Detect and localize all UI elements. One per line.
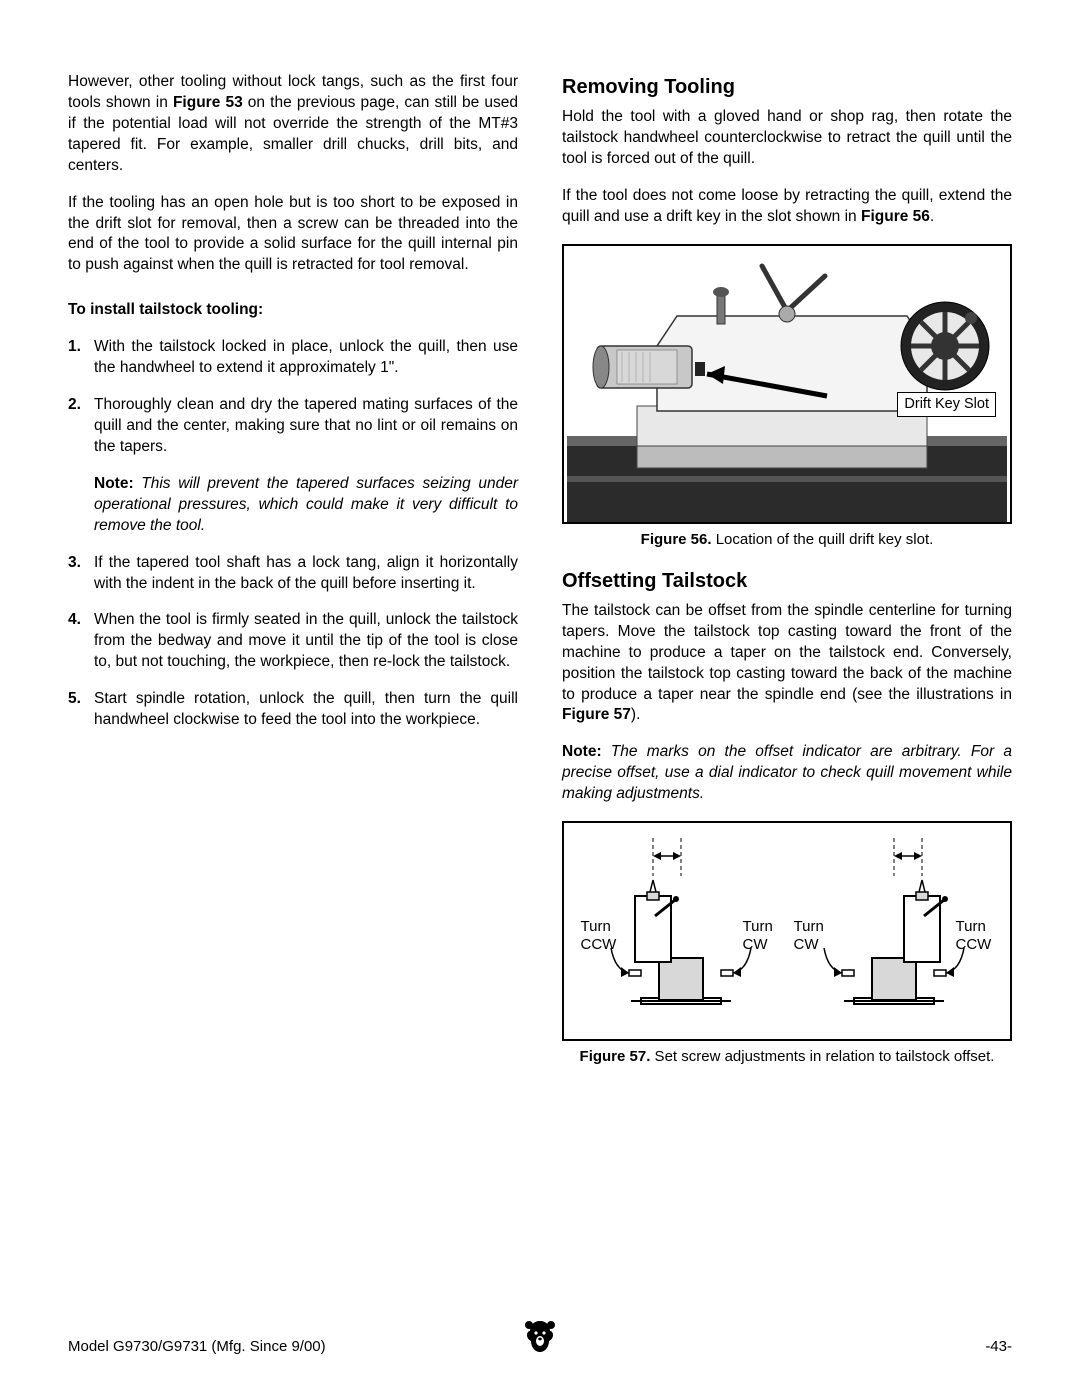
heading-removing: Removing Tooling bbox=[562, 74, 1012, 101]
footer-page: -43- bbox=[985, 1337, 1012, 1357]
offset-note: Note: The marks on the offset indicator … bbox=[562, 742, 1012, 805]
step-2: Thoroughly clean and dry the tapered mat… bbox=[68, 395, 518, 458]
left-column: However, other tooling without lock tang… bbox=[68, 72, 518, 1085]
caption-text: Location of the quill drift key slot. bbox=[712, 531, 934, 548]
footer-model: Model G9730/G9731 (Mfg. Since 9/00) bbox=[68, 1337, 326, 1357]
step-text: Start spindle rotation, unlock the quill… bbox=[94, 689, 518, 731]
para-hold: Hold the tool with a gloved hand or shop… bbox=[562, 107, 1012, 170]
caption-text: Set screw adjustments in relation to tai… bbox=[650, 1048, 994, 1065]
figure-56: Drift Key Slot bbox=[562, 244, 1012, 524]
label-turn-ccw: Turn CCW bbox=[581, 918, 623, 954]
para-openhole: If the tooling has an open hole but is t… bbox=[68, 193, 518, 277]
step-1: With the tailstock locked in place, unlo… bbox=[68, 337, 518, 379]
text: ). bbox=[631, 706, 640, 723]
step-text: With the tailstock locked in place, unlo… bbox=[94, 337, 518, 379]
note-label: Note: bbox=[562, 743, 602, 760]
step-text: When the tool is firmly seated in the qu… bbox=[94, 610, 518, 673]
install-steps: With the tailstock locked in place, unlo… bbox=[68, 337, 518, 458]
text: The tailstock can be offset from the spi… bbox=[562, 602, 1012, 703]
figure-57-caption: Figure 57. Set screw adjustments in rela… bbox=[562, 1047, 1012, 1067]
step-3: If the tapered tool shaft has a lock tan… bbox=[68, 553, 518, 595]
para-however: However, other tooling without lock tang… bbox=[68, 72, 518, 177]
note-label: Note: bbox=[94, 475, 134, 492]
install-steps-cont: If the tapered tool shaft has a lock tan… bbox=[68, 553, 518, 731]
text: . bbox=[930, 208, 934, 225]
offset-diagram-left: Turn CCW Turn CW bbox=[581, 838, 781, 1028]
step-text: Thoroughly clean and dry the tapered mat… bbox=[94, 395, 518, 458]
bear-icon bbox=[523, 1317, 557, 1355]
step-text: If the tapered tool shaft has a lock tan… bbox=[94, 553, 518, 595]
step-5: Start spindle rotation, unlock the quill… bbox=[68, 689, 518, 731]
footer-logo bbox=[523, 1317, 557, 1361]
para-offset: The tailstock can be offset from the spi… bbox=[562, 601, 1012, 727]
figure-ref: Figure 53 bbox=[173, 94, 243, 111]
para-drift: If the tool does not come loose by retra… bbox=[562, 186, 1012, 228]
heading-install: To install tailstock tooling: bbox=[68, 300, 518, 321]
page-footer: Model G9730/G9731 (Mfg. Since 9/00) -43- bbox=[68, 1337, 1012, 1357]
note-body: This will prevent the tapered surfaces s… bbox=[94, 475, 518, 534]
label-turn-cw: Turn CW bbox=[794, 918, 836, 954]
figure-ref: Figure 57 bbox=[562, 706, 631, 723]
caption-bold: Figure 57. bbox=[580, 1048, 651, 1065]
note-block: Note: This will prevent the tapered surf… bbox=[94, 474, 518, 537]
heading-offsetting: Offsetting Tailstock bbox=[562, 568, 1012, 595]
offset-diagram-right: Turn CW Turn CCW bbox=[794, 838, 994, 1028]
figure-ref: Figure 56 bbox=[861, 208, 930, 225]
step-4: When the tool is firmly seated in the qu… bbox=[68, 610, 518, 673]
tailstock-illustration bbox=[564, 246, 1010, 522]
caption-bold: Figure 56. bbox=[641, 531, 712, 548]
note-body: The marks on the offset indicator are ar… bbox=[562, 743, 1012, 802]
figure-56-caption: Figure 56. Location of the quill drift k… bbox=[562, 530, 1012, 550]
drift-key-label: Drift Key Slot bbox=[897, 392, 996, 418]
label-turn-cw: Turn CW bbox=[743, 918, 785, 954]
figure-57: Turn CCW Turn CW bbox=[562, 821, 1012, 1041]
label-turn-ccw: Turn CCW bbox=[956, 918, 998, 954]
right-column: Removing Tooling Hold the tool with a gl… bbox=[562, 72, 1012, 1085]
text: If the tool does not come loose by retra… bbox=[562, 187, 1012, 225]
